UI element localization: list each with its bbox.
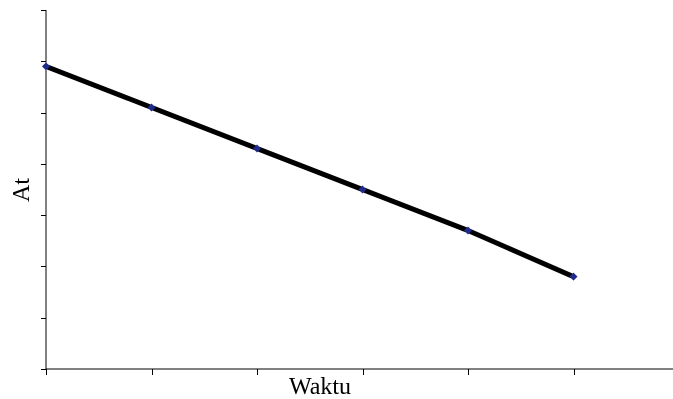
data-points [42, 62, 578, 281]
data-point-marker [253, 144, 261, 153]
series-line [43, 63, 576, 280]
data-point-marker [358, 185, 367, 194]
data-point-marker [464, 226, 472, 235]
y-axis-title: At [9, 178, 35, 202]
data-point-marker [569, 272, 578, 281]
data-point-marker [147, 103, 156, 112]
data-point-marker [42, 62, 50, 71]
x-axis-title: Waktu [289, 374, 351, 399]
axis-ticks [41, 10, 575, 375]
